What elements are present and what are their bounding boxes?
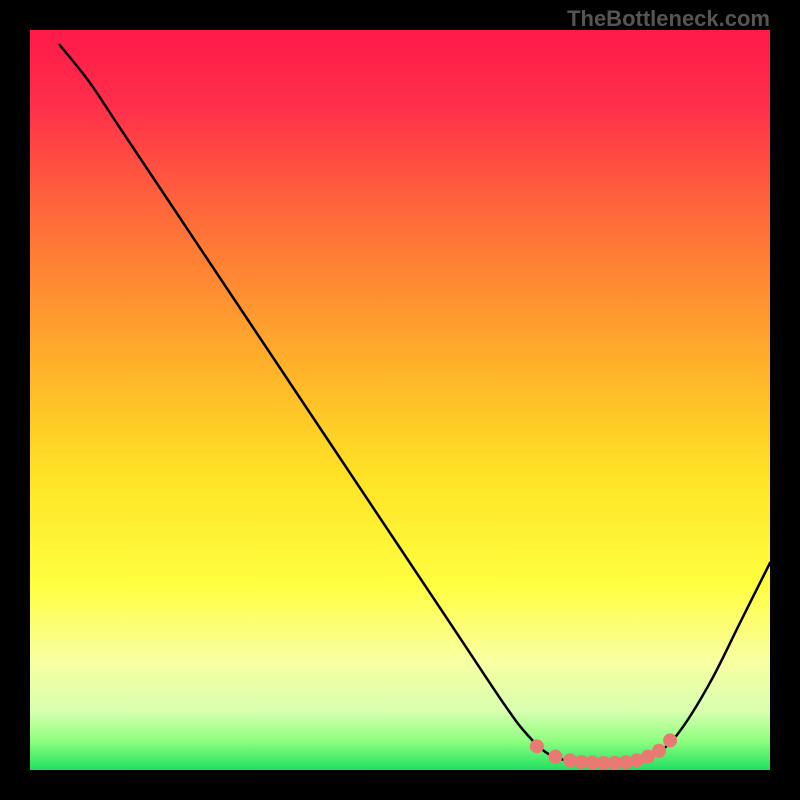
marker-point [548,750,562,764]
marker-point [652,744,666,758]
marker-point [530,739,544,753]
watermark-text: TheBottleneck.com [567,6,770,32]
chart-svg [30,30,770,770]
chart-area [30,30,770,770]
marker-point [663,733,677,747]
chart-background [30,30,770,770]
